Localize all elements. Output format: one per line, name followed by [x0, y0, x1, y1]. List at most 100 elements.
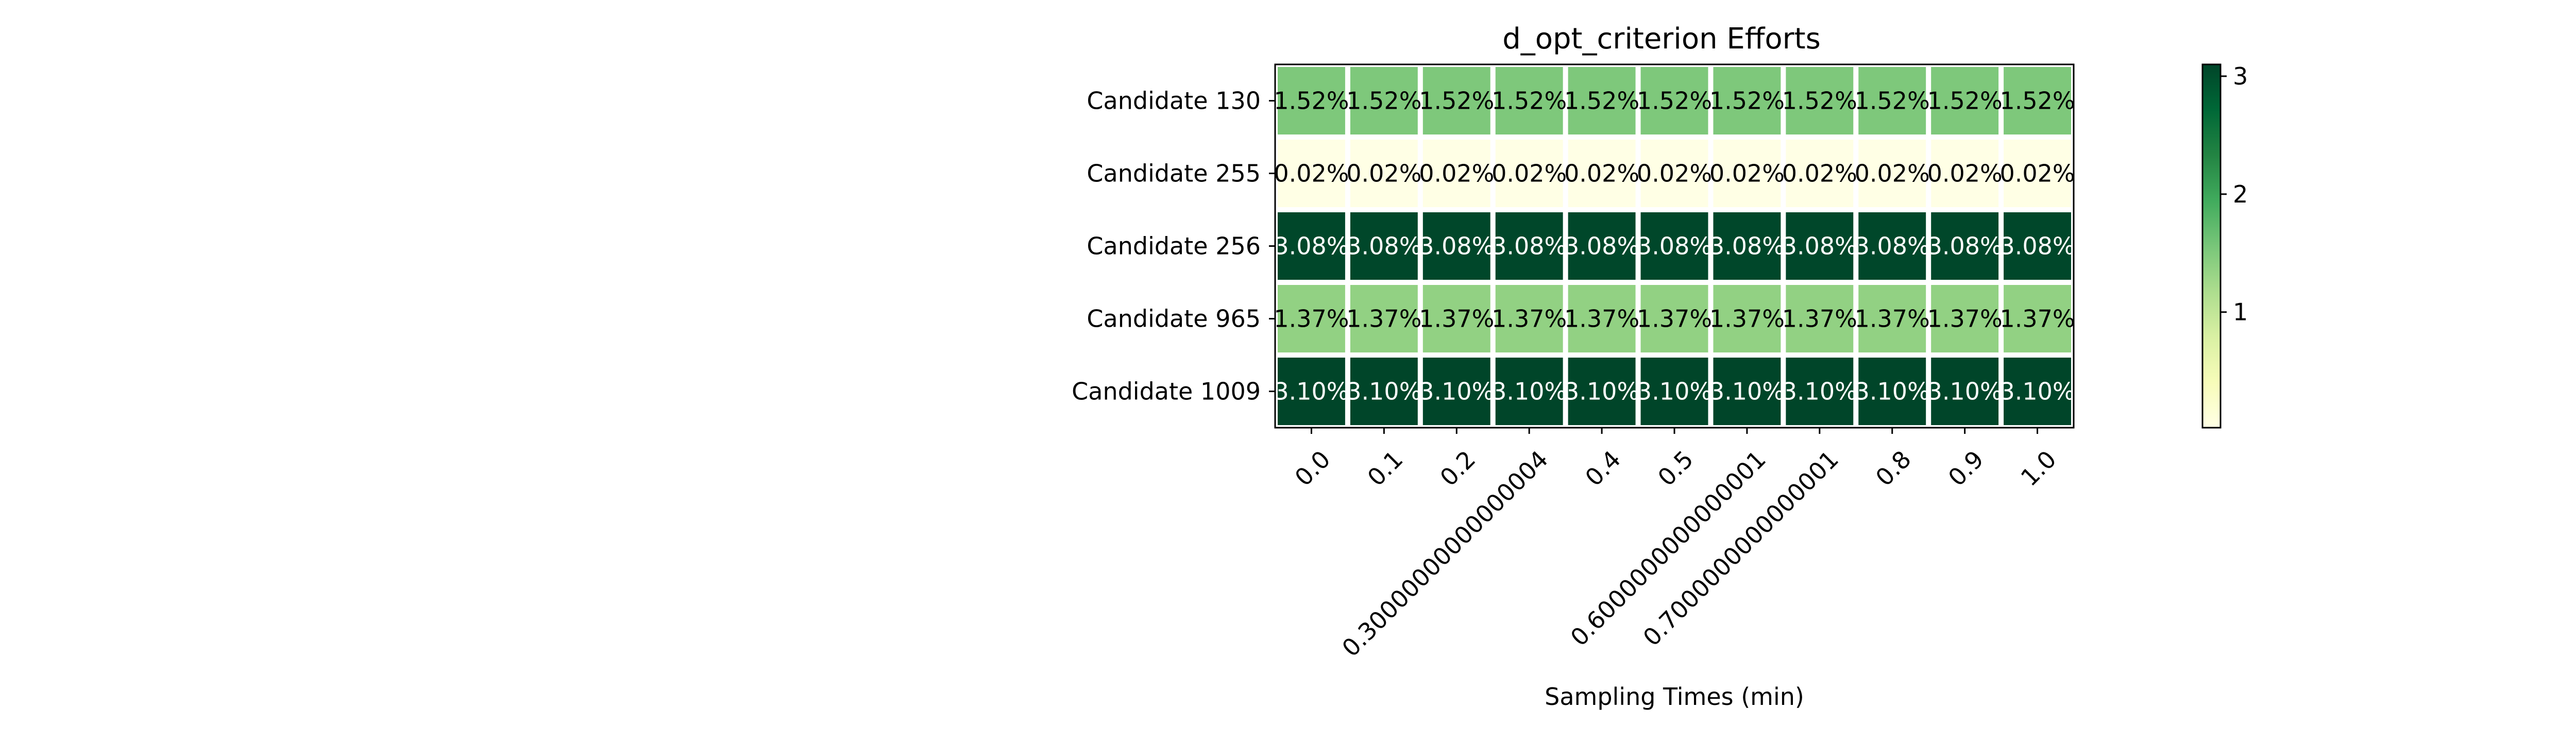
x-tick-label: 0.4 — [1580, 445, 1626, 492]
x-tick-label: 0.2 — [1434, 445, 1481, 492]
cell-value-label: 0.02% — [1346, 160, 1421, 188]
cell-value-label: 3.10% — [1564, 378, 1639, 406]
cell-value-label: 1.37% — [1637, 305, 1712, 333]
heatmap-cell — [1568, 285, 1636, 352]
heatmap-cell — [1568, 358, 1636, 425]
heatmap-cell — [1278, 140, 1345, 207]
heatmap-cell — [1495, 67, 1563, 134]
heatmap-cell — [1278, 358, 1345, 425]
cell-value-label: 1.52% — [1927, 87, 2003, 115]
heatmap-cell — [1858, 212, 1926, 280]
cell-value-label: 1.52% — [1709, 87, 1785, 115]
cell-value-label: 1.52% — [1999, 87, 2075, 115]
cell-value-label: 1.52% — [1855, 87, 1930, 115]
colorbar: 1 2 3 — [2201, 62, 2248, 429]
heatmap-cell — [1931, 212, 1999, 280]
cell-value-label: 1.37% — [1999, 305, 2075, 333]
cell-value-label: 3.08% — [1855, 232, 1930, 260]
cell-value-label: 0.02% — [1274, 160, 1349, 188]
y-axis: Candidate 130 Candidate 255 Candidate 256 C… — [1072, 87, 1275, 406]
cell-value-label: 3.08% — [1419, 232, 1494, 260]
heatmap-cell — [1931, 140, 1999, 207]
cell-value-label: 3.10% — [1637, 378, 1712, 406]
heatmap-cell — [1568, 140, 1636, 207]
colorbar-ticks: 1 2 3 — [2221, 62, 2248, 326]
cell-value-label: 1.37% — [1927, 305, 2003, 333]
heatmap-cell — [1495, 212, 1563, 280]
heatmap-cell — [1640, 212, 1708, 280]
cell-value-label: 1.37% — [1855, 305, 1930, 333]
heatmap-cell — [2004, 140, 2071, 207]
cell-value-label: 3.08% — [1782, 232, 1857, 260]
cell-value-label: 0.02% — [1855, 160, 1930, 188]
heatmap-cell — [1786, 140, 1854, 207]
x-tick-label: 0.1 — [1362, 445, 1409, 492]
y-tick-label: Candidate 255 — [1087, 160, 1261, 188]
cell-value-label: 1.52% — [1564, 87, 1639, 115]
heatmap-cell — [1350, 212, 1418, 280]
cell-value-label: 0.02% — [1999, 160, 2075, 188]
heatmap-cell — [1350, 285, 1418, 352]
heatmap-cell — [1931, 285, 1999, 352]
cell-value-label: 3.10% — [1274, 378, 1349, 406]
heatmap-cell — [1350, 67, 1418, 134]
x-tick-label: 0.9 — [1943, 445, 1989, 492]
colorbar-gradient — [2201, 63, 2222, 429]
heatmap-cell — [1422, 358, 1490, 425]
y-tick-label: Candidate 256 — [1087, 232, 1261, 260]
cell-value-label: 0.02% — [1419, 160, 1494, 188]
cell-value-label: 3.10% — [1999, 378, 2075, 406]
heatmap-cell — [1278, 212, 1345, 280]
x-tick-label: 0.5 — [1652, 445, 1699, 492]
cell-value-label: 3.10% — [1782, 378, 1857, 406]
heatmap-cell — [1713, 358, 1781, 425]
y-tick-label: Candidate 1009 — [1072, 378, 1261, 406]
heatmap-cell — [1495, 285, 1563, 352]
cell-value-label: 3.10% — [1492, 378, 1567, 406]
heatmap-cell — [1422, 67, 1490, 134]
cell-value-label: 1.37% — [1419, 305, 1494, 333]
heatmap-cell — [1786, 67, 1854, 134]
cell-value-label: 3.10% — [1927, 378, 2003, 406]
heatmap-cell — [2004, 67, 2071, 134]
y-tick-label: Candidate 130 — [1087, 87, 1261, 115]
cell-value-label: 3.08% — [1999, 232, 2075, 260]
heatmap-cell — [1713, 140, 1781, 207]
heatmap-cell — [1931, 67, 1999, 134]
heatmap-cell — [1422, 212, 1490, 280]
heatmap-cell — [1422, 285, 1490, 352]
heatmap-cell — [1568, 212, 1636, 280]
cell-value-label: 3.08% — [1637, 232, 1712, 260]
cell-value-label: 1.52% — [1419, 87, 1494, 115]
cell-value-label: 3.08% — [1709, 232, 1785, 260]
cell-value-label: 1.37% — [1782, 305, 1857, 333]
x-axis: 0.0 0.1 0.20.30000000000000004 0.4 0.50.6000… — [1290, 428, 2062, 662]
heatmap-cell — [1640, 140, 1708, 207]
cell-value-label: 1.52% — [1637, 87, 1712, 115]
cell-value-label: 3.08% — [1346, 232, 1421, 260]
colorbar-tick-label: 1 — [2233, 298, 2248, 326]
cell-value-label: 0.02% — [1492, 160, 1567, 188]
colorbar-tick-label: 2 — [2233, 180, 2248, 208]
heatmap-cell — [1713, 212, 1781, 280]
cell-value-label: 1.37% — [1709, 305, 1785, 333]
cell-value-label: 1.52% — [1492, 87, 1567, 115]
cell-value-label: 3.10% — [1346, 378, 1421, 406]
heatmap-cell — [2004, 358, 2071, 425]
cell-value-label: 1.52% — [1274, 87, 1349, 115]
heatmap-cell — [1713, 67, 1781, 134]
heatmap-cell — [1640, 67, 1708, 134]
cell-value-label: 0.02% — [1782, 160, 1857, 188]
cell-value-label: 0.02% — [1709, 160, 1785, 188]
x-tick-label: 1.0 — [2015, 445, 2062, 492]
heatmap-cell — [1858, 358, 1926, 425]
cell-value-label: 1.37% — [1564, 305, 1639, 333]
y-tick-label: Candidate 965 — [1087, 305, 1261, 333]
colorbar-tick-label: 3 — [2233, 62, 2248, 90]
cell-value-label: 3.10% — [1709, 378, 1785, 406]
cell-value-label: 3.08% — [1927, 232, 2003, 260]
x-tick-label: 0.0 — [1290, 445, 1336, 492]
heatmap-cell-labels: 1.52%1.52%1.52%1.52%1.52%1.52%1.52%1.52%… — [1274, 87, 2075, 406]
x-tick-label: 0.8 — [1870, 445, 1917, 492]
heatmap-cell — [1858, 140, 1926, 207]
